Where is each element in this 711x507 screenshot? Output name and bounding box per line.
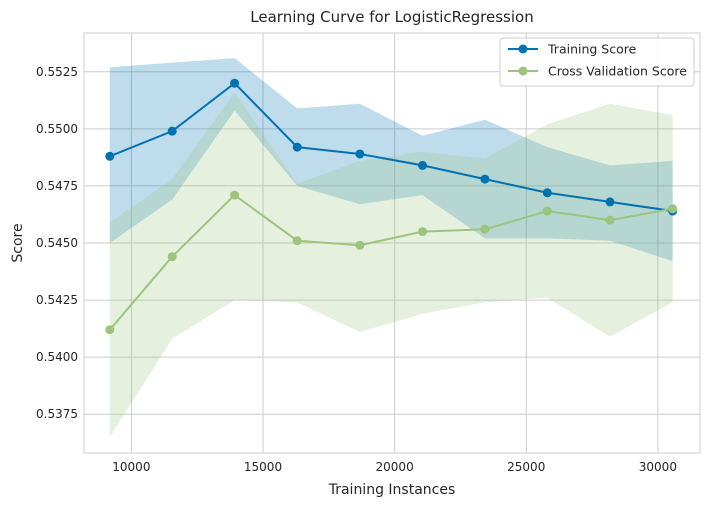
chart-title: Learning Curve for LogisticRegression bbox=[250, 8, 533, 26]
data-point-training bbox=[167, 126, 177, 136]
legend: Training Score Cross Validation Score bbox=[499, 37, 695, 87]
series-line-cv bbox=[109, 193, 673, 331]
y-tick-label: 0.5450 bbox=[36, 236, 78, 250]
data-point-training bbox=[542, 188, 552, 198]
y-tick-label: 0.5500 bbox=[36, 122, 78, 136]
x-tick-label: 10000 bbox=[112, 460, 150, 474]
legend-box bbox=[499, 37, 695, 87]
data-point-cv bbox=[292, 236, 302, 246]
x-tick-label: 30000 bbox=[639, 460, 677, 474]
data-point-training bbox=[105, 151, 115, 161]
legend-label: Training Score bbox=[547, 42, 637, 57]
data-point-cv bbox=[480, 224, 490, 234]
x-tick-label: 15000 bbox=[244, 460, 282, 474]
x-tick-label: 25000 bbox=[507, 460, 545, 474]
y-tick-label: 0.5400 bbox=[36, 350, 78, 364]
y-tick-label: 0.5375 bbox=[36, 407, 78, 421]
data-point-cv bbox=[355, 240, 365, 250]
data-point-cv bbox=[668, 204, 678, 214]
legend-marker bbox=[518, 66, 528, 76]
series-lines bbox=[109, 81, 673, 331]
x-tick-label: 20000 bbox=[376, 460, 414, 474]
data-point-training bbox=[292, 142, 302, 152]
data-point-cv bbox=[605, 215, 615, 225]
y-tick-label: 0.5525 bbox=[36, 65, 78, 79]
legend-marker bbox=[518, 44, 528, 54]
y-axis-ticks: 0.5375 0.5400 0.5425 0.5450 0.5475 0.5500 0.55… bbox=[36, 65, 78, 421]
series-line-training bbox=[109, 81, 673, 213]
data-point-training bbox=[480, 174, 490, 184]
data-point-cv bbox=[105, 325, 115, 335]
data-point-training bbox=[605, 197, 615, 207]
series-points bbox=[105, 78, 678, 335]
data-point-training bbox=[230, 78, 240, 88]
data-point-training bbox=[355, 149, 365, 159]
data-point-cv bbox=[230, 190, 240, 200]
data-point-cv bbox=[542, 206, 552, 216]
y-tick-label: 0.5425 bbox=[36, 293, 78, 307]
data-point-cv bbox=[167, 252, 177, 262]
data-point-training bbox=[418, 160, 428, 170]
y-axis-label: Score bbox=[10, 223, 26, 262]
legend-label: Cross Validation Score bbox=[548, 64, 687, 79]
data-point-cv bbox=[418, 227, 428, 237]
x-axis-label: Training Instances bbox=[328, 482, 456, 498]
y-tick-label: 0.5475 bbox=[36, 179, 78, 193]
confidence-band-cv bbox=[109, 92, 673, 438]
x-axis-ticks: 10000 15000 20000 25000 30000 bbox=[112, 460, 677, 474]
